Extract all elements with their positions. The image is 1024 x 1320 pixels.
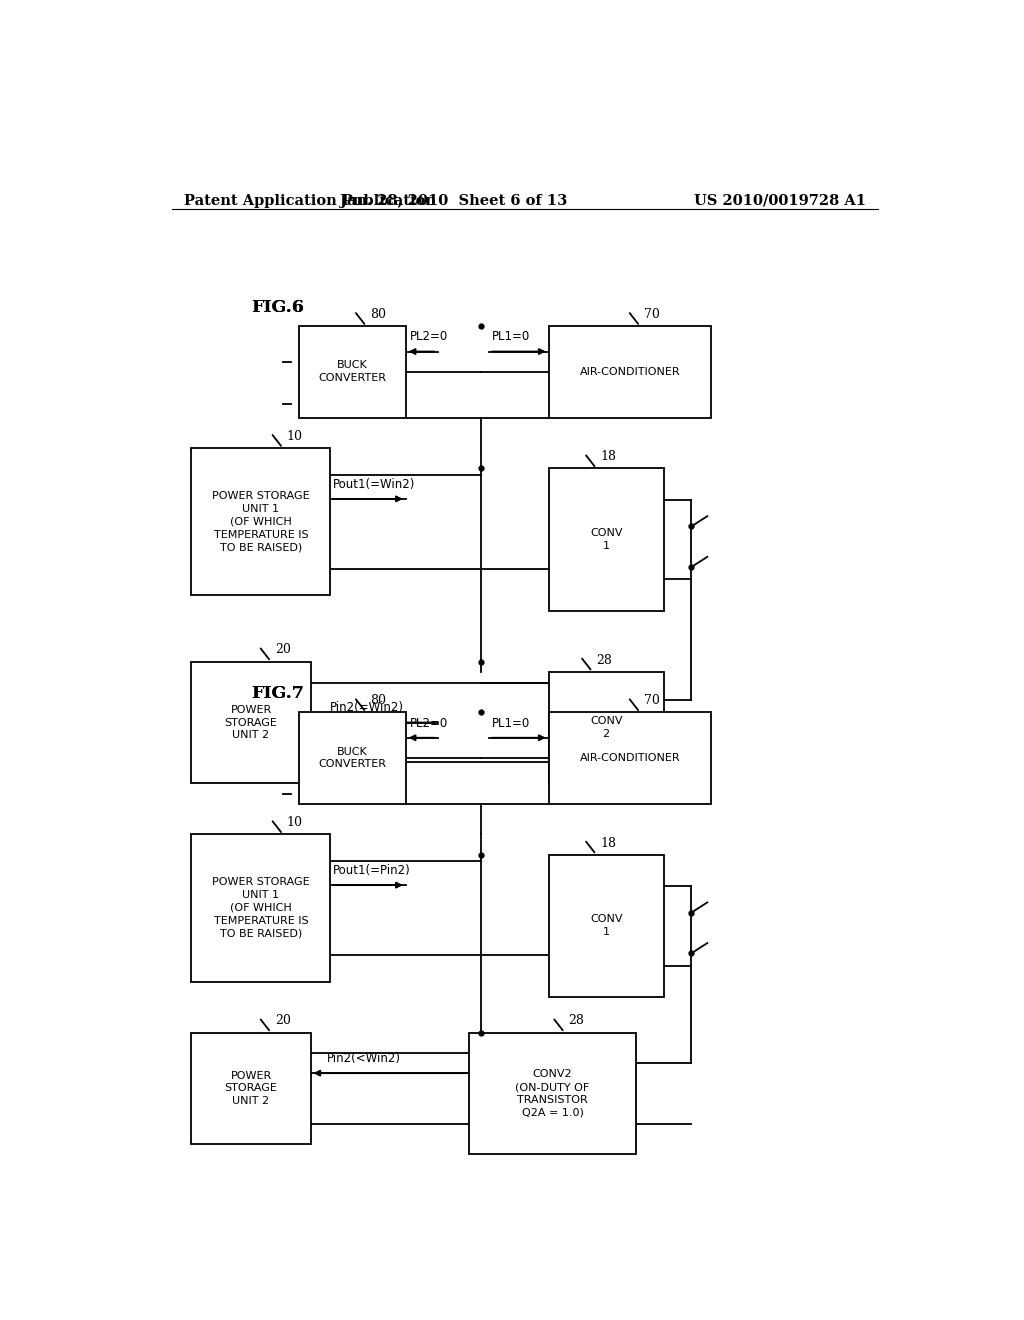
Text: CONV2
(ON-DUTY OF
TRANSISTOR
Q2A = 1.0): CONV2 (ON-DUTY OF TRANSISTOR Q2A = 1.0) [515, 1069, 590, 1118]
Bar [191, 661, 310, 784]
Text: PL2=0: PL2=0 [410, 717, 447, 730]
Text: FIG.6: FIG.6 [251, 298, 304, 315]
Text: PL2=0: PL2=0 [410, 330, 447, 343]
Text: 18: 18 [600, 837, 616, 850]
Bar [191, 834, 331, 982]
Text: Pout1(=Pin2): Pout1(=Pin2) [333, 865, 411, 876]
Text: US 2010/0019728 A1: US 2010/0019728 A1 [694, 194, 866, 209]
Text: PL1=0: PL1=0 [493, 717, 530, 730]
Bar [191, 447, 331, 595]
Text: 70: 70 [644, 308, 659, 321]
Text: 18: 18 [600, 450, 616, 463]
Text: Pout1(=Win2): Pout1(=Win2) [333, 478, 415, 491]
Text: POWER STORAGE
UNIT 1
(OF WHICH
TEMPERATURE IS
TO BE RAISED): POWER STORAGE UNIT 1 (OF WHICH TEMPERATU… [212, 878, 309, 939]
Text: 70: 70 [644, 694, 659, 708]
Text: CONV
1: CONV 1 [590, 528, 623, 550]
Text: POWER
STORAGE
UNIT 2: POWER STORAGE UNIT 2 [224, 1071, 278, 1106]
Bar [299, 713, 406, 804]
Text: 28: 28 [596, 653, 612, 667]
Text: FIG.7: FIG.7 [251, 685, 304, 702]
Bar [549, 854, 664, 997]
Text: Pin2(<Win2): Pin2(<Win2) [327, 1052, 400, 1065]
Text: AIR-CONDITIONER: AIR-CONDITIONER [580, 367, 680, 376]
Bar [191, 1032, 310, 1144]
Text: POWER
STORAGE
UNIT 2: POWER STORAGE UNIT 2 [224, 705, 278, 741]
Bar [549, 672, 664, 784]
Text: CONV
1: CONV 1 [590, 915, 623, 937]
Text: 10: 10 [287, 816, 303, 829]
Bar [469, 1032, 636, 1155]
Bar [549, 326, 712, 417]
Text: 20: 20 [274, 1015, 291, 1027]
Text: Patent Application Publication: Patent Application Publication [183, 194, 435, 209]
Text: 80: 80 [370, 308, 386, 321]
Text: PL1=0: PL1=0 [493, 330, 530, 343]
Bar [299, 326, 406, 417]
Text: FIG.7: FIG.7 [251, 685, 304, 702]
Text: FIG.6: FIG.6 [251, 298, 304, 315]
Text: BUCK
CONVERTER: BUCK CONVERTER [318, 747, 386, 770]
Text: 20: 20 [274, 643, 291, 656]
Bar [549, 713, 712, 804]
Bar [549, 469, 664, 611]
Text: 10: 10 [287, 430, 303, 444]
Text: Pin2(=Win2): Pin2(=Win2) [331, 701, 404, 714]
Text: BUCK
CONVERTER: BUCK CONVERTER [318, 360, 386, 383]
Text: 80: 80 [370, 694, 386, 708]
Text: Jan. 28, 2010  Sheet 6 of 13: Jan. 28, 2010 Sheet 6 of 13 [340, 194, 567, 209]
Text: CONV
2: CONV 2 [590, 717, 623, 739]
Text: POWER STORAGE
UNIT 1
(OF WHICH
TEMPERATURE IS
TO BE RAISED): POWER STORAGE UNIT 1 (OF WHICH TEMPERATU… [212, 491, 309, 552]
Text: 28: 28 [568, 1015, 585, 1027]
Text: AIR-CONDITIONER: AIR-CONDITIONER [580, 754, 680, 763]
